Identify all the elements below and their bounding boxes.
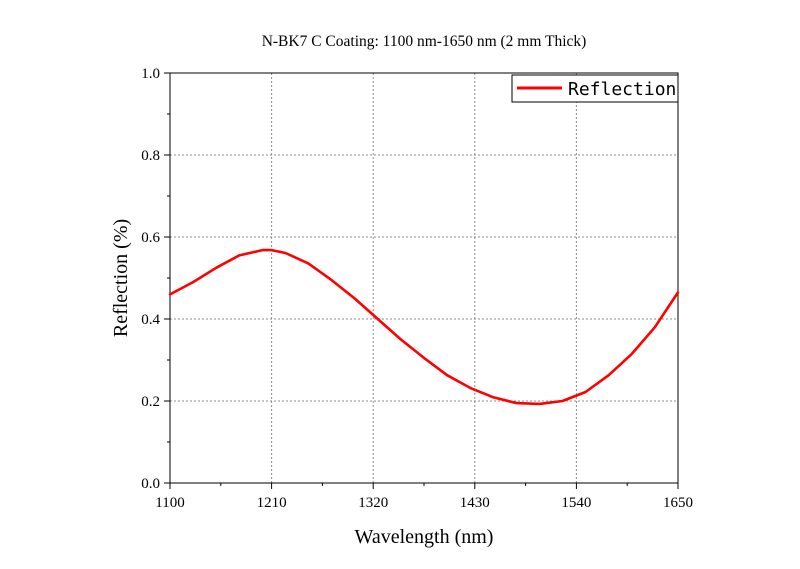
x-tick-label: 1210: [257, 495, 287, 511]
x-axis: 1100 1210 1320 1430 1540 1650: [155, 483, 693, 511]
y-tick-label: 0.2: [141, 394, 160, 410]
y-tick-label: 0.0: [141, 476, 160, 492]
y-axis: 0.0 0.2 0.4 0.6 0.8 1.0: [141, 66, 170, 492]
x-tick-label: 1320: [358, 495, 388, 511]
x-tick-label: 1650: [663, 495, 693, 511]
legend: Reflection: [511, 74, 679, 103]
y-tick-label: 0.4: [141, 312, 160, 328]
x-tick-label: 1540: [561, 495, 591, 511]
x-tick-label: 1100: [155, 495, 184, 511]
reflection-series-line: [168, 248, 680, 406]
legend-label: Reflection: [568, 79, 676, 100]
y-tick-label: 1.0: [141, 66, 160, 82]
x-tick-label: 1430: [460, 495, 490, 511]
y-axis-label: Reflection (%): [110, 219, 132, 337]
y-tick-label: 0.8: [141, 148, 160, 164]
chart-title: N-BK7 C Coating: 1100 nm-1650 nm (2 mm T…: [262, 33, 587, 50]
series-layer: [168, 248, 680, 406]
grid-lines: [170, 73, 678, 483]
x-axis-label: Wavelength (nm): [355, 526, 494, 548]
plot-area: [169, 72, 679, 484]
y-tick-label: 0.6: [141, 230, 160, 246]
